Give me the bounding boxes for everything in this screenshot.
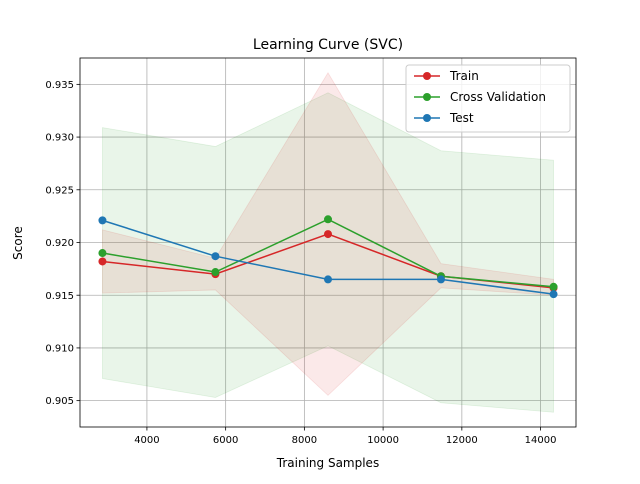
data-point-test	[436, 275, 445, 284]
data-point-test	[324, 275, 332, 284]
x-tick-label: 12000	[446, 435, 478, 446]
x-tick-label: 4000	[134, 435, 159, 446]
y-tick-label: 0.935	[45, 80, 74, 91]
y-tick-label: 0.910	[45, 344, 74, 355]
y-tick-label: 0.905	[45, 396, 74, 407]
data-point-cross-validation	[324, 215, 332, 224]
x-tick-label: 10000	[367, 435, 399, 446]
x-tick-label: 8000	[292, 435, 317, 446]
x-axis-label: Training Samples	[276, 456, 379, 470]
legend-label-train: Train	[449, 69, 479, 83]
band-cross-validation	[102, 92, 554, 413]
data-point-cross-validation	[98, 249, 107, 258]
y-tick-label: 0.930	[45, 133, 74, 144]
y-tick-label: 0.925	[45, 185, 74, 196]
legend: Train Cross Validation Test	[405, 64, 571, 133]
legend-marker-train	[423, 72, 431, 80]
tick-labels: 4000 6000 8000 10000 12000 14000 0.905 0.910 0.9…	[45, 80, 556, 446]
data-point-test	[211, 252, 220, 261]
legend-box	[405, 64, 571, 133]
series-lines	[98, 215, 558, 299]
data-point-train	[324, 230, 332, 239]
y-axis-label: Score	[11, 226, 25, 260]
legend-label-cross-validation: Cross Validation	[450, 90, 546, 104]
data-point-train	[98, 257, 107, 266]
data-point-cross-validation	[211, 268, 220, 277]
legend-marker-cross-validation	[423, 93, 431, 101]
chart-title: Learning Curve (SVC)	[253, 37, 403, 53]
y-tick-label: 0.915	[45, 291, 74, 302]
data-point-test	[549, 290, 558, 299]
data-point-test	[98, 216, 107, 225]
legend-marker-test	[423, 114, 431, 122]
x-tick-label: 14000	[525, 435, 557, 446]
x-tick-label: 6000	[213, 435, 238, 446]
y-tick-label: 0.920	[45, 238, 74, 249]
legend-label-test: Test	[449, 111, 474, 125]
data-point-cross-validation	[549, 282, 558, 291]
